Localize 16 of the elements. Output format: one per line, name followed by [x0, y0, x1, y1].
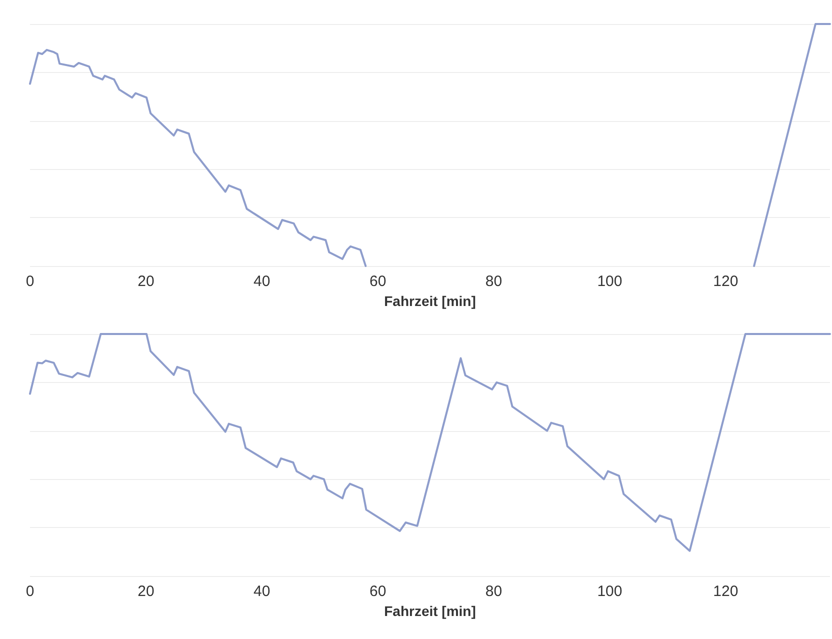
x-axis-title: Fahrzeit [min]: [384, 603, 476, 619]
x-axis-title: Fahrzeit [min]: [384, 293, 476, 309]
x-tick-label: 120: [713, 273, 738, 290]
x-tick-label: 20: [138, 273, 154, 290]
x-tick-label: 80: [485, 583, 502, 600]
x-tick-label: 40: [254, 273, 270, 290]
x-tick-label: 0: [26, 273, 34, 290]
x-tick-label: 60: [369, 583, 386, 600]
x-tick-label: 100: [597, 583, 622, 600]
x-tick-label: 80: [485, 273, 502, 290]
x-tick-label: 60: [369, 273, 386, 290]
x-tick-label: 100: [597, 273, 622, 290]
x-tick-label: 0: [26, 583, 34, 600]
x-tick-label: 120: [713, 583, 738, 600]
x-tick-label: 20: [138, 583, 154, 600]
x-tick-label: 40: [254, 583, 270, 600]
